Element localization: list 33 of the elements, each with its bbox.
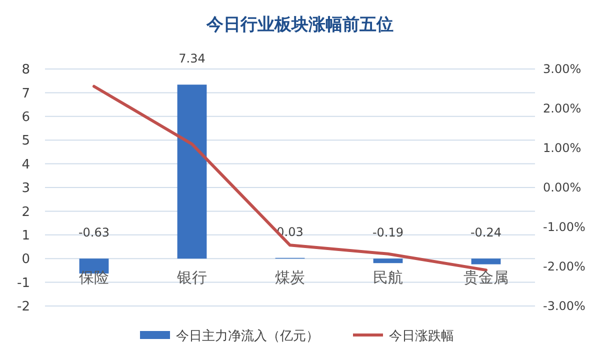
chart-title: 今日行业板块涨幅前五位 xyxy=(206,15,394,35)
y2-tick-label: -2.00% xyxy=(543,260,586,274)
x-tick-label: 贵金属 xyxy=(464,268,508,287)
x-tick-label: 银行 xyxy=(176,268,207,287)
y-tick-label: 4 xyxy=(22,157,30,172)
y2-tick-label: 2.00% xyxy=(543,102,582,116)
y-tick-label: 1 xyxy=(22,228,30,244)
data-label: -0.24 xyxy=(470,226,502,240)
y-tick-label: 0 xyxy=(22,252,30,268)
bar xyxy=(373,258,403,264)
bar xyxy=(471,258,501,264)
y2-tick-label: 3.00% xyxy=(543,62,582,76)
y-tick-label: 3 xyxy=(22,181,30,196)
y-tick-label: 7 xyxy=(22,86,30,102)
x-tick-label: 煤炭 xyxy=(275,268,305,287)
data-label: -0.63 xyxy=(78,226,110,240)
x-tick-label: 保险 xyxy=(79,268,109,287)
data-label: 7.34 xyxy=(178,52,206,66)
y-tick-label: -1 xyxy=(17,276,30,291)
x-tick-label: 民航 xyxy=(373,268,403,287)
y-tick-label: 6 xyxy=(22,110,30,125)
y2-tick-label: -3.00% xyxy=(543,299,586,314)
y-tick-label: 5 xyxy=(22,134,30,149)
y2-tick-label: 1.00% xyxy=(543,141,582,156)
legend-label: 今日主力净流入（亿元） xyxy=(176,328,319,344)
y-tick-label: 2 xyxy=(22,204,30,220)
y-tick-label: 8 xyxy=(22,62,30,78)
y2-tick-label: 0.00% xyxy=(543,180,582,195)
bar xyxy=(177,84,207,259)
y2-tick-label: -1.00% xyxy=(543,220,586,234)
data-label: -0.19 xyxy=(372,226,404,240)
y-tick-label: -2 xyxy=(17,300,30,315)
legend-label: 今日涨跌幅 xyxy=(389,329,454,344)
